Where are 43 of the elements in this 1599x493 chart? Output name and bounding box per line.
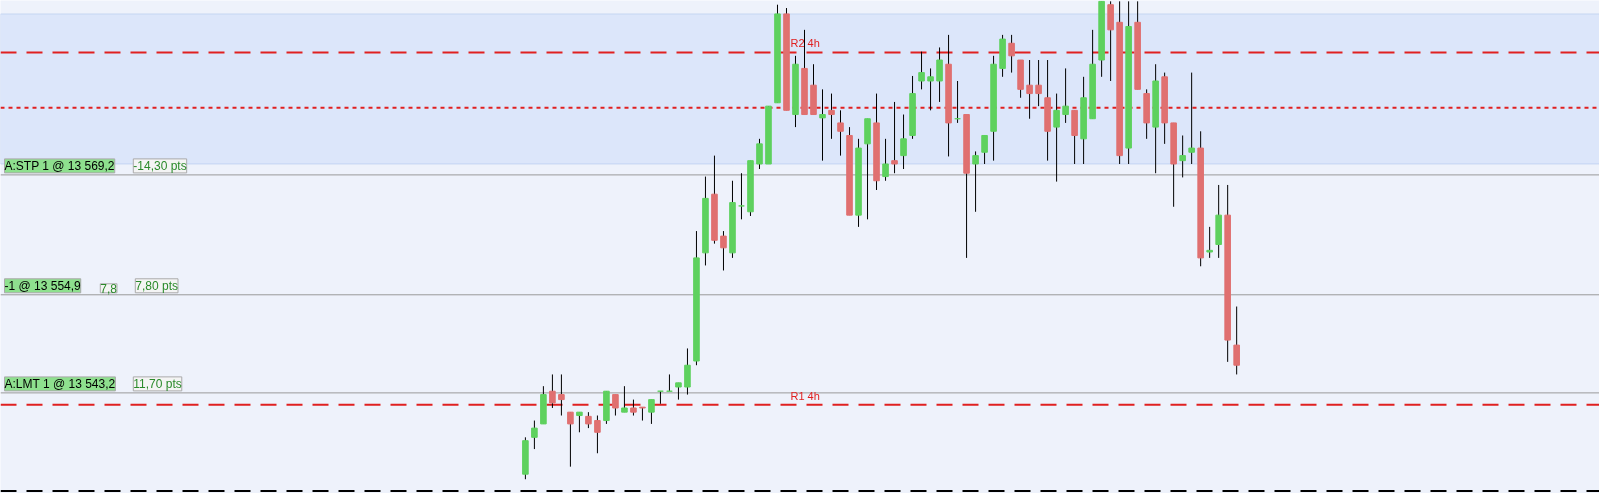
candlestick (594, 415, 601, 454)
candlestick (981, 134, 988, 165)
candlestick (1053, 93, 1060, 183)
candlestick (918, 51, 925, 90)
ref-line-label: R1 4h (790, 389, 820, 402)
candlestick (837, 109, 844, 157)
ref-line-label: -1 @ 13 554,9 (4, 278, 82, 293)
candlestick (1062, 67, 1069, 124)
candlestick (621, 385, 628, 413)
candlestick (549, 373, 556, 409)
candlestick (648, 399, 655, 425)
annotation: -14,30 pts (133, 158, 187, 173)
candlestick (558, 373, 565, 417)
candlestick (882, 138, 889, 182)
candlestick (1008, 34, 1015, 74)
candlestick (576, 411, 583, 433)
annotation: 7,80 pts (135, 278, 178, 293)
ref-line-label: R2 4h (790, 37, 820, 50)
candlestick (1188, 72, 1195, 165)
candlestick (612, 394, 619, 417)
candlestick (936, 46, 943, 103)
candlestick (756, 138, 763, 170)
candlestick (828, 93, 835, 140)
candlestick (1026, 59, 1033, 120)
candlestick (684, 347, 691, 396)
ref-line-label: A:STP 1 @ 13 569,2 (4, 158, 115, 173)
candlestick (972, 150, 979, 213)
candlestick (900, 114, 907, 170)
candlestick (1233, 306, 1240, 375)
candlestick (720, 230, 727, 271)
candlestick (567, 411, 574, 468)
candlestick (1206, 226, 1213, 259)
candlestick (531, 420, 538, 450)
annotation: 11,70 pts (133, 376, 182, 391)
candlestick (819, 88, 826, 162)
candlestick (891, 101, 898, 174)
candlestick (1035, 59, 1042, 107)
candlestick (1179, 134, 1186, 178)
candlestick (738, 172, 745, 220)
candlestick (927, 67, 934, 111)
candlestick (639, 406, 646, 422)
annotation: 7,8 (100, 281, 118, 296)
ref-line-label: A:LMT 1 @ 13 543,2 (4, 376, 116, 391)
